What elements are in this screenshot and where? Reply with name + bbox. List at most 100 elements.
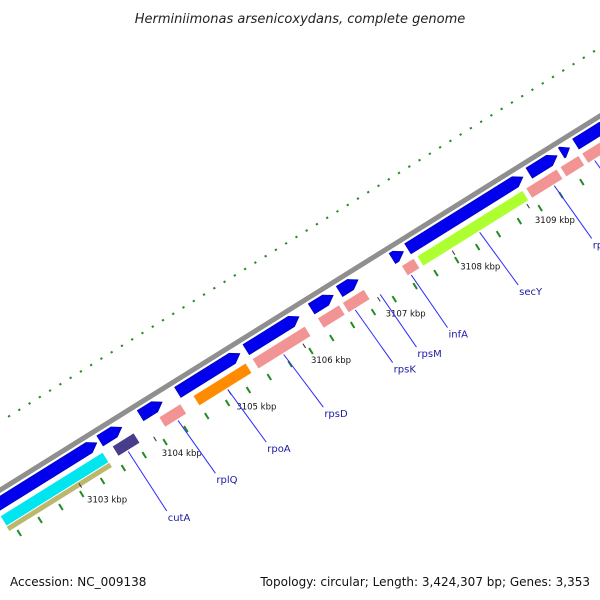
reverse-gene — [192, 362, 253, 407]
reverse-gene — [316, 303, 347, 330]
gc-tick — [305, 229, 309, 233]
reverse-strand-genes — [0, 141, 600, 527]
reverse-gene — [111, 432, 141, 458]
gc-tick — [224, 399, 231, 407]
forward-gene — [307, 294, 334, 315]
forward-gene — [525, 155, 558, 179]
forward-gene — [572, 122, 600, 150]
scale-tick — [302, 343, 306, 349]
gc-tick — [99, 477, 106, 485]
gc-tick — [315, 222, 319, 226]
scale-tick-label: 3104 kbp — [162, 449, 202, 459]
gc-tick — [377, 184, 380, 188]
gc-tick — [428, 152, 432, 156]
gc-tick — [120, 344, 124, 348]
gc-tick — [582, 56, 586, 60]
gc-tick — [183, 425, 189, 433]
gc-tick — [245, 386, 252, 394]
forward-gene — [0, 442, 98, 511]
gc-tick — [397, 171, 401, 175]
gc-tick — [500, 107, 504, 111]
scale-tick-label: 3108 kbp — [460, 263, 500, 273]
gene-label-leader — [354, 309, 394, 363]
gc-tick — [294, 235, 298, 239]
gc-tick — [140, 331, 144, 335]
scale-tick — [377, 296, 381, 302]
gc-tick — [474, 243, 481, 251]
gc-tick — [171, 312, 175, 316]
gc-tick — [17, 408, 21, 412]
gc-tick — [459, 133, 463, 136]
gene-label: infA — [449, 330, 469, 341]
gc-tick — [469, 126, 473, 130]
gc-tick — [141, 451, 147, 459]
gc-tick — [110, 350, 114, 354]
gene-label: cutA — [168, 513, 191, 524]
backbone — [0, 113, 600, 494]
reverse-gene — [341, 288, 371, 314]
reverse-gene — [400, 257, 421, 277]
gc-tick — [182, 305, 185, 309]
gc-tick — [592, 49, 596, 53]
gene-label-leader — [177, 420, 216, 474]
gc-tick — [7, 414, 11, 418]
forward-gene — [242, 316, 300, 356]
gc-tick — [233, 273, 237, 277]
reverse-gene — [251, 325, 312, 370]
gc-tick — [284, 241, 288, 245]
gc-tick — [325, 216, 329, 220]
scale-tick-label: 3109 kbp — [535, 216, 575, 226]
reverse-gene — [580, 141, 600, 165]
gc-tick — [37, 516, 43, 524]
gc-tick — [479, 120, 483, 124]
gc-tick — [412, 282, 418, 290]
gene-label-leader — [553, 185, 593, 239]
gc-tick — [151, 325, 155, 329]
gc-tick — [202, 293, 206, 297]
gc-skew-ticks — [0, 49, 600, 537]
gc-tick — [48, 389, 52, 393]
gene-label: rpoA — [267, 444, 291, 455]
gc-tick — [58, 382, 62, 386]
reverse-gene — [559, 154, 586, 178]
gc-tick — [433, 269, 439, 277]
scale-tick — [451, 250, 456, 256]
forward-gene — [557, 146, 571, 159]
forward-gene — [404, 176, 524, 255]
gene-label: rpsM — [417, 349, 441, 360]
gc-tick — [356, 197, 360, 200]
gc-tick — [579, 178, 585, 186]
gene-label: rpsK — [394, 365, 417, 376]
gene-label-leader — [594, 160, 600, 169]
gene-label-leader — [379, 294, 417, 348]
gc-tick — [537, 204, 543, 212]
forward-strand-genes — [0, 122, 600, 511]
gc-tick — [38, 395, 42, 399]
gc-tick — [79, 369, 83, 373]
gc-tick — [551, 75, 555, 79]
gc-tick — [541, 81, 545, 85]
gc-tick — [308, 347, 314, 355]
gc-tick — [223, 280, 227, 284]
gc-tick — [346, 203, 350, 207]
gene-label: secY — [519, 287, 543, 298]
gene-label: rplO — [593, 240, 600, 251]
scale-tick-label: 3106 kbp — [311, 356, 351, 366]
gc-tick — [266, 373, 272, 381]
gc-tick — [253, 261, 257, 265]
third-track-genes — [6, 462, 112, 531]
reverse-gene — [416, 189, 530, 268]
forward-gene — [174, 352, 241, 398]
gc-tick — [516, 217, 523, 225]
gc-tick — [161, 318, 165, 322]
gc-tick — [16, 529, 22, 537]
gc-tick — [130, 337, 134, 341]
forward-gene — [96, 426, 123, 447]
gene-label-leader — [127, 451, 168, 512]
gc-tick — [454, 256, 460, 264]
gc-tick — [335, 209, 339, 213]
gc-tick — [438, 145, 442, 149]
forward-gene — [136, 401, 163, 422]
gene-label-leader — [227, 389, 267, 443]
